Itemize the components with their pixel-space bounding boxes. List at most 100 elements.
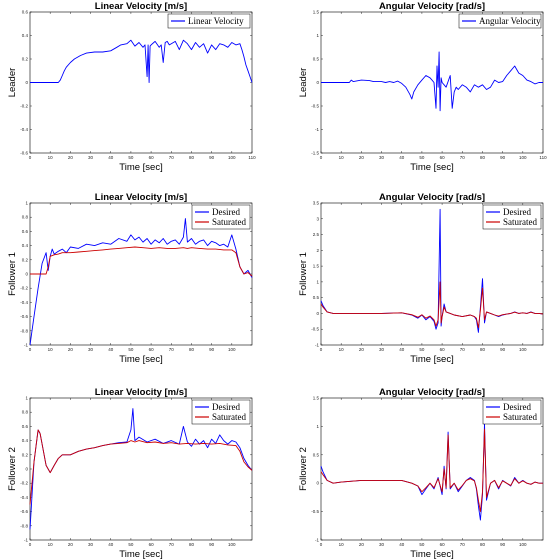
x-tick-label: 50 (419, 347, 425, 352)
y-tick-label: -1 (24, 343, 28, 348)
x-axis-label: Time [sec] (119, 354, 162, 365)
x-tick-label: 70 (169, 542, 175, 547)
x-tick-label: 80 (189, 542, 195, 547)
x-tick-label: 70 (460, 347, 466, 352)
x-tick-label: 0 (320, 542, 323, 547)
y-tick-label: -0.4 (20, 127, 28, 132)
y-tick-label: 1.5 (313, 264, 320, 269)
y-tick-label: 0.4 (22, 33, 29, 38)
legend-entry: Linear Velocity (188, 16, 244, 26)
x-tick-label: 30 (379, 155, 385, 160)
x-tick-label: 90 (209, 347, 215, 352)
x-tick-label: 20 (68, 155, 74, 160)
x-tick-label: 90 (209, 155, 215, 160)
x-axis-label: Time [sec] (410, 549, 453, 560)
y-tick-label: -1 (315, 127, 319, 132)
y-axis-label: Follower 2 (298, 447, 309, 491)
x-tick-label: 10 (339, 347, 345, 352)
y-tick-label: 0.4 (22, 243, 29, 248)
x-tick-label: 60 (149, 347, 155, 352)
plot-area (320, 11, 544, 154)
x-tick-label: 80 (480, 347, 486, 352)
y-tick-label: -0.5 (311, 104, 319, 109)
y-tick-label: 1 (316, 279, 319, 284)
x-tick-label: 30 (379, 347, 385, 352)
y-tick-label: 0.8 (22, 410, 29, 415)
x-tick-label: 20 (359, 542, 365, 547)
y-axis-label: Follower 1 (7, 252, 18, 296)
x-tick-label: 60 (440, 347, 446, 352)
x-tick-label: 100 (519, 542, 527, 547)
y-tick-label: 1.5 (313, 10, 320, 15)
x-tick-label: 20 (68, 542, 74, 547)
y-tick-label: -0.6 (20, 314, 28, 319)
legend-entry: Angular Velocity (479, 16, 541, 26)
x-tick-label: 70 (169, 155, 175, 160)
x-tick-label: 20 (359, 347, 365, 352)
x-tick-label: 0 (320, 347, 323, 352)
x-tick-label: 10 (339, 155, 345, 160)
chart-panel-4: 0 10 20 30 40 50 60 70 80 90 100 -1 -0.5 0 0.5 1 1.5 2 2.5… (298, 192, 544, 365)
series-line-saturated (30, 246, 253, 277)
series-line-saturated (29, 429, 253, 505)
x-tick-label: 70 (460, 155, 466, 160)
x-tick-label: 30 (88, 542, 94, 547)
x-tick-label: 0 (29, 347, 32, 352)
x-axis-label: Time [sec] (119, 162, 162, 173)
y-tick-label: -1 (315, 538, 319, 543)
chart-panel-3: 0 10 20 30 40 50 60 70 80 90 100-1-0.8-0.6-0.4-0.2… (7, 192, 253, 365)
x-tick-label: 60 (440, 542, 446, 547)
chart-panel-5: 0 10 20 30 40 50 60 70 80 90 100-1-0.8-0.6-0.4-0.2… (7, 387, 253, 560)
legend-box (167, 13, 251, 29)
legend-entry: Desired (212, 207, 240, 217)
y-tick-label: -0.5 (311, 509, 319, 514)
x-tick-label: 100 (519, 347, 527, 352)
x-tick-label: 40 (108, 347, 114, 352)
x-tick-label: 100 (228, 542, 236, 547)
y-tick-label: 2.5 (313, 232, 320, 237)
legend-entry: Saturated (503, 217, 537, 227)
y-axis-label: Follower 2 (7, 447, 18, 491)
y-tick-label: -0.8 (20, 523, 28, 528)
y-tick-label: -1 (24, 538, 28, 543)
y-tick-label: 1 (316, 33, 319, 38)
chart-title: Linear Velocity [m/s] (95, 387, 187, 398)
y-tick-label: 3 (316, 216, 319, 221)
y-tick-label: -0.5 (311, 327, 319, 332)
y-tick-label: -0.6 (20, 151, 28, 156)
x-tick-label: 10 (48, 347, 54, 352)
y-tick-label: 0 (316, 311, 319, 316)
x-tick-label: 60 (149, 155, 155, 160)
x-tick-label: 90 (209, 542, 215, 547)
legend: Linear Velocity (167, 13, 251, 29)
x-tick-label: 60 (440, 155, 446, 160)
legend-box (458, 13, 542, 29)
x-tick-label: 80 (480, 542, 486, 547)
x-tick-label: 110 (248, 155, 256, 160)
x-tick-label: 40 (399, 542, 405, 547)
y-tick-label: 0 (316, 481, 319, 486)
x-tick-label: 90 (500, 155, 506, 160)
y-tick-label: 0.6 (22, 10, 29, 15)
x-tick-label: 30 (379, 542, 385, 547)
x-tick-label: 80 (480, 155, 486, 160)
legend-entry: Desired (503, 402, 531, 412)
y-tick-label: -1 (315, 343, 319, 348)
legend-entry: Desired (503, 207, 531, 217)
y-tick-label: 0 (25, 467, 28, 472)
y-tick-label: 0.8 (22, 215, 29, 220)
x-tick-label: 70 (460, 542, 466, 547)
y-axis-label: Leader (7, 68, 18, 98)
x-tick-label: 10 (48, 155, 54, 160)
x-tick-label: 0 (29, 542, 32, 547)
x-tick-label: 100 (228, 347, 236, 352)
y-tick-label: -0.6 (20, 509, 28, 514)
y-tick-label: 0.2 (22, 257, 29, 262)
y-tick-label: 0.5 (313, 452, 320, 457)
series-line-linear-velocity (30, 39, 253, 83)
y-tick-label: -0.2 (20, 286, 28, 291)
y-tick-label: 0.5 (313, 295, 320, 300)
